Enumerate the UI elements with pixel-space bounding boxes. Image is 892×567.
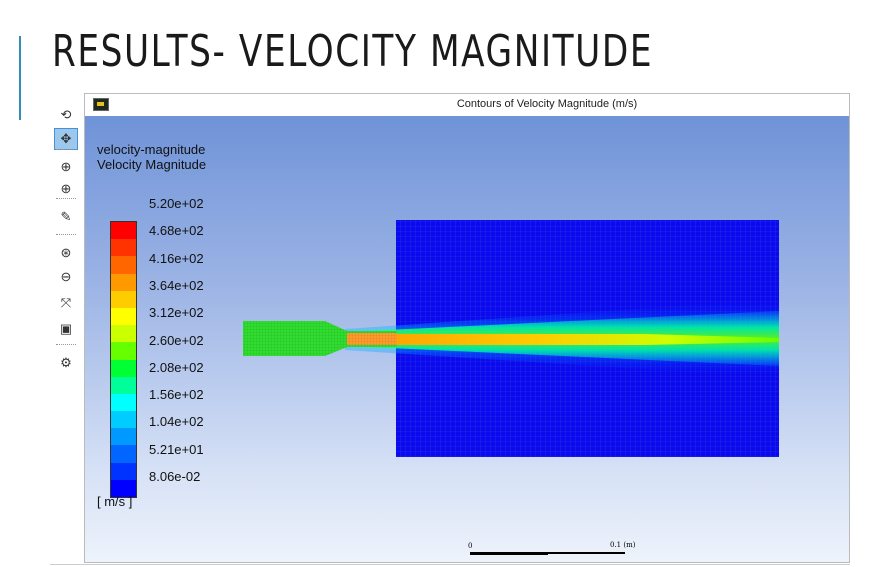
legend-tick-label: 4.16e+02 [149, 250, 204, 266]
colorbar-band [111, 325, 136, 343]
colorbar-band [111, 479, 136, 497]
graphics-viewer[interactable]: Contours of Velocity Magnitude (m/s) [84, 93, 850, 563]
legend-tick-label: 4.68e+02 [149, 223, 204, 239]
probe-icon[interactable]: ✎ [60, 209, 72, 224]
zoom-box-icon[interactable]: ⊛ [60, 245, 72, 260]
colorbar-band [111, 256, 136, 274]
zoom-in-icon[interactable]: ⊕ [60, 159, 72, 174]
view-options-icon[interactable]: ⚙ [60, 355, 72, 370]
scale-zero-label: 0 [468, 542, 473, 550]
colorbar-band [111, 376, 136, 394]
graphics-toolbar: ⟲ ✥ ⊕ ⊕ ✎ ⊛ ⊖ ⤧ ▣ ⚙ [50, 96, 82, 386]
fit-icon[interactable]: ⤧ [60, 295, 72, 310]
legend-title-line2: Velocity Magnitude [97, 157, 207, 172]
legend-tick-label: 2.60e+02 [149, 332, 204, 348]
toolbar-separator [56, 149, 76, 150]
flow-domain [243, 220, 779, 457]
colorbar-band [111, 462, 136, 480]
colorbar-band [111, 290, 136, 308]
render-canvas[interactable]: velocity-magnitude Velocity Magnitude 5.… [85, 116, 849, 562]
toolbar-separator [56, 344, 76, 345]
camera-icon[interactable]: ▣ [59, 321, 73, 336]
colorbar-band [111, 428, 136, 446]
zoom-icon[interactable]: ⊕ [60, 181, 72, 196]
legend-tick-label: 2.08e+02 [149, 359, 204, 375]
colorbar-band [111, 222, 136, 240]
accent-bar [19, 36, 21, 120]
toolbar-separator [56, 198, 76, 199]
colorbar-band [111, 239, 136, 257]
colorbar-band [111, 411, 136, 429]
viewer-header: Contours of Velocity Magnitude (m/s) [85, 94, 849, 117]
legend-tick-label: 5.20e+02 [149, 196, 204, 211]
slide-title: RESULTS- VELOCITY MAGNITUDE [52, 26, 654, 77]
legend-tick-label: 3.12e+02 [149, 305, 204, 321]
zoom-out-icon[interactable]: ⊖ [60, 269, 72, 284]
fluent-logo-icon [93, 98, 109, 111]
viewer-title: Contours of Velocity Magnitude (m/s) [456, 98, 638, 110]
bottom-rule [50, 564, 850, 565]
colorbar [110, 221, 137, 498]
scale-bar: 0 0.1 (m) [468, 541, 635, 562]
legend-tick-label: 1.56e+02 [149, 387, 204, 403]
legend-tick-label: 5.21e+01 [149, 441, 204, 457]
colorbar-band [111, 445, 136, 463]
colorbar-band [111, 393, 136, 412]
toolbar-separator [56, 234, 76, 235]
jet-core [345, 334, 779, 345]
legend-tick-label: 3.64e+02 [149, 277, 204, 293]
colorbar-band [111, 307, 136, 326]
pan-icon[interactable]: ✥ [54, 128, 78, 150]
legend-title-line1: velocity-magnitude [97, 142, 206, 157]
colorbar-band [111, 359, 136, 377]
legend-units: [ m/s ] [97, 494, 133, 509]
scale-length-label: 0.1 (m) [610, 541, 636, 549]
legend-tick-label: 1.04e+02 [149, 414, 204, 430]
legend-tick-label: 8.06e-02 [149, 469, 201, 484]
rotate-icon[interactable]: ⟲ [60, 107, 72, 122]
colorbar-band [111, 273, 136, 291]
colorbar-band [111, 342, 136, 360]
